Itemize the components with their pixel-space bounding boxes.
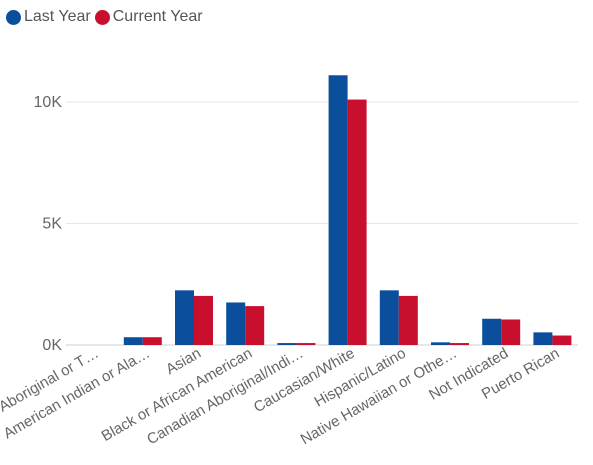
legend-swatch-last-year	[6, 9, 21, 25]
legend-label-current-year: Current Year	[112, 8, 203, 25]
bar-last-year-5[interactable]	[328, 75, 348, 346]
y-tick-label-0: 0K	[42, 337, 62, 354]
legend-item-last-year[interactable]: Last Year	[6, 8, 91, 26]
bar-last-year-3[interactable]	[226, 302, 246, 345]
bar-current-year-7[interactable]	[450, 343, 469, 345]
bar-last-year-9[interactable]	[533, 332, 553, 345]
bar-last-year-2[interactable]	[175, 290, 194, 345]
legend-item-current-year[interactable]: Current Year	[94, 8, 203, 26]
bar-current-year-4[interactable]	[296, 343, 316, 345]
bar-last-year-7[interactable]	[431, 342, 450, 345]
bar-current-year-8[interactable]	[501, 319, 521, 345]
legend-label-last-year: Last Year	[24, 8, 91, 25]
legend: Last Year Current Year	[6, 8, 207, 26]
bar-last-year-6[interactable]	[379, 290, 399, 345]
bar-current-year-5[interactable]	[347, 99, 367, 345]
bar-last-year-1[interactable]	[123, 337, 143, 345]
bar-current-year-6[interactable]	[398, 295, 418, 345]
bar-last-year-8[interactable]	[482, 318, 502, 345]
bar-current-year-9[interactable]	[552, 335, 572, 345]
bar-current-year-3[interactable]	[245, 306, 265, 345]
bar-current-year-1[interactable]	[142, 337, 162, 345]
y-tick-label-2: 10K	[34, 94, 63, 111]
bar-current-year-2[interactable]	[194, 295, 213, 345]
bar-last-year-4[interactable]	[277, 343, 297, 345]
legend-swatch-current-year	[94, 9, 110, 25]
y-tick-label-1: 5K	[42, 216, 62, 233]
